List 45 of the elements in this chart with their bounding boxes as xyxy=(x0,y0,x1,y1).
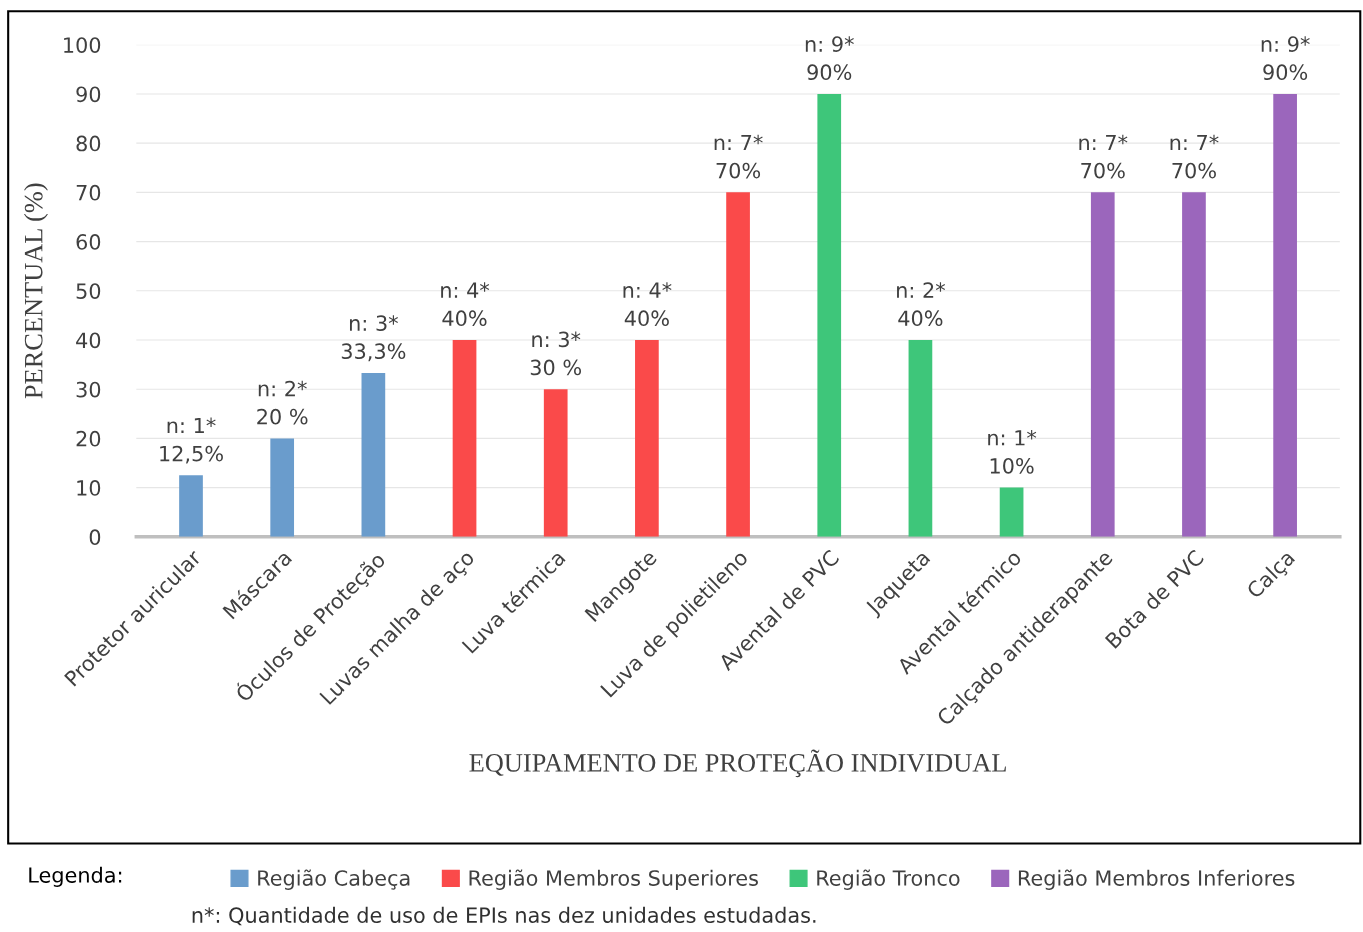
y-tick-label: 80 xyxy=(76,135,101,152)
legend-label: Região Tronco xyxy=(817,869,960,890)
bar xyxy=(361,372,386,537)
legend-label: Região Membros Inferiores xyxy=(1018,869,1295,890)
y-tick-label: 30 xyxy=(76,381,101,398)
data-label: n: 1* 10% xyxy=(988,429,1037,474)
legend-title: Legenda: xyxy=(29,866,122,887)
data-label: n: 7* 70% xyxy=(1079,134,1128,179)
bar xyxy=(543,389,568,537)
data-label: n: 2* 40% xyxy=(897,282,946,327)
data-label: n: 3* 33,3% xyxy=(341,315,406,362)
y-tick-label: 70 xyxy=(76,184,101,201)
x-axis-title: EQUIPAMENTO DE PROTEÇÃO INDIVIDUAL xyxy=(469,749,1006,778)
legend-label: Região Membros Superiores xyxy=(469,869,758,890)
y-tick-label: 40 xyxy=(76,332,101,349)
data-label: n: 2* 20 % xyxy=(257,380,308,425)
text: n*: Quantidade de uso de EPIs nas dez unidades estudadas. xyxy=(192,906,816,926)
y-tick-label: 20 xyxy=(76,430,101,447)
bar xyxy=(999,487,1024,537)
data-label: n: 7* 70% xyxy=(714,134,763,179)
data-label: n: 9* 90% xyxy=(805,36,854,81)
data-label: n: 7* 70% xyxy=(1170,134,1219,179)
bar xyxy=(817,93,842,537)
bar xyxy=(908,339,933,537)
data-label: n: 3* 30 % xyxy=(530,331,582,376)
legend-label: Região Cabeça xyxy=(258,869,410,890)
y-tick-label: 50 xyxy=(76,283,101,299)
y-tick-label: 90 xyxy=(76,86,101,103)
data-label: n: 4* 40% xyxy=(623,282,672,327)
y-tick-label: 10 xyxy=(77,480,101,496)
bar xyxy=(1182,192,1206,537)
y-tick-label: 100 xyxy=(64,37,101,53)
bar xyxy=(270,438,295,537)
data-label: n: 4* 40% xyxy=(441,282,490,327)
y-tick-label: 60 xyxy=(76,234,101,250)
bar xyxy=(726,192,750,537)
data-label: n: 1* 12,5% xyxy=(160,417,223,464)
bar xyxy=(1273,93,1297,537)
data-label: n: 9* 90% xyxy=(1261,36,1310,81)
bar xyxy=(635,339,659,537)
bar xyxy=(1090,192,1115,537)
bar xyxy=(452,339,477,537)
y-axis-title: PERCENTUAL (%) xyxy=(23,183,48,399)
bar xyxy=(179,475,203,537)
y-tick-label: 0 xyxy=(89,529,101,546)
